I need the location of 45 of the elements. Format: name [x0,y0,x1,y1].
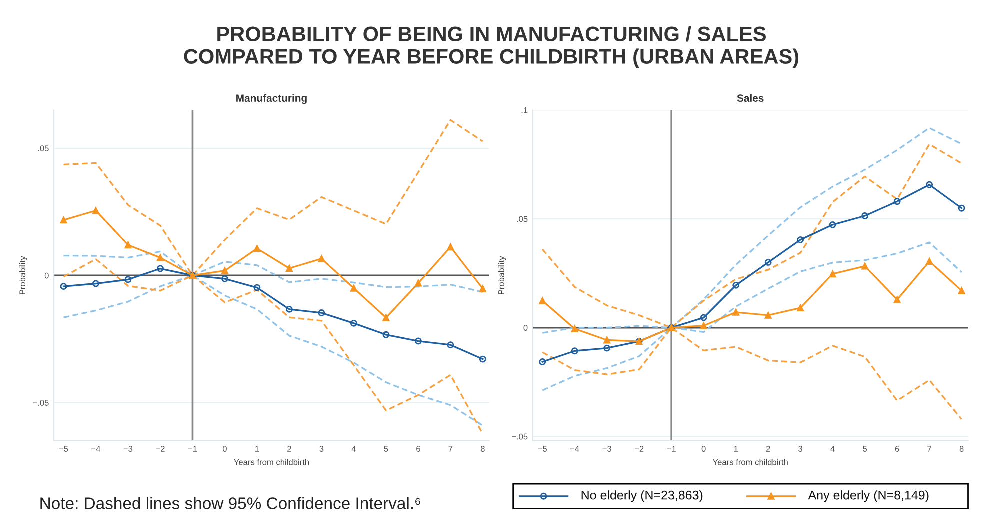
x-axis-title: Years from childbirth [712,459,788,466]
x-tick-label: −2 [635,446,644,452]
y-tick-label: .1 [522,108,528,114]
chart-subtitle: Manufacturing [236,94,307,104]
x-tick-label: 6 [895,446,900,452]
x-tick-label: −4 [92,446,100,452]
x-tick-label: 7 [448,446,453,452]
chart-title: PROBABILITY OF BEING IN MANUFACTURING / SALES COMPARED TO YEAR BEFORE CHILDBIRTH (URBAN AREAS) [184,26,799,68]
y-axis-title: Probability [498,256,506,294]
x-tick-label: 2 [766,446,770,452]
x-tick-label: −3 [602,446,612,452]
x-tick-label: 4 [352,446,356,452]
y-axis-title: Probability [19,256,28,294]
x-axis-title: Years from childbirth [234,459,310,466]
x-tick-label: −5 [538,446,547,452]
x-tick-label: −1 [667,446,676,452]
x-tick-label: −4 [570,446,580,452]
x-tick-label: −2 [156,446,165,452]
x-tick-label: 5 [384,446,388,452]
y-tick-label: −.05 [33,400,49,406]
x-tick-label: −5 [59,446,68,452]
y-tick-label: −.05 [512,434,528,440]
x-tick-label: 8 [480,446,485,452]
y-tick-label: .05 [38,146,49,152]
x-tick-label: 2 [288,446,292,452]
y-tick-label: 0 [44,272,49,279]
legend-label: Any elderly (N=8,149) [808,490,929,502]
x-tick-label: 0 [702,446,706,452]
x-tick-label: 3 [320,446,324,452]
x-tick-label: −1 [188,446,198,452]
x-tick-label: 1 [256,446,260,452]
x-tick-label: 8 [960,446,964,452]
x-tick-label: 5 [863,446,868,452]
text: Note: Dashed lines show 95% Confidence Interval.⁶ [40,497,420,510]
x-tick-label: 4 [830,446,835,452]
x-tick-label: 0 [222,446,227,452]
x-tick-label: 6 [416,446,420,452]
x-tick-label: 7 [928,446,932,452]
y-tick-label: .05 [517,216,528,222]
y-tick-label: 0 [524,325,528,331]
x-tick-label: 3 [798,446,803,452]
legend-label: No elderly (N=23,863) [582,490,703,502]
chart-subtitle: Sales [737,94,764,102]
x-tick-label: 1 [734,446,738,452]
x-tick-label: −3 [124,446,133,452]
